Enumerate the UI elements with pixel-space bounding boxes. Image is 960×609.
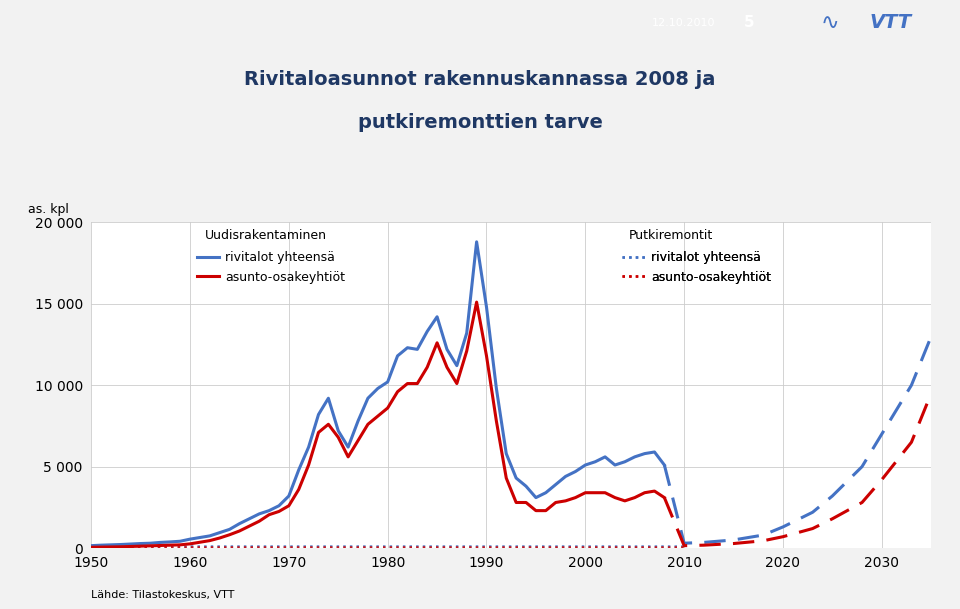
Text: VTT: VTT — [870, 13, 912, 32]
Text: 12.10.2010: 12.10.2010 — [652, 18, 715, 28]
Text: 5: 5 — [743, 15, 755, 30]
Text: ∿: ∿ — [821, 13, 840, 33]
Text: Lähde: Tilastokeskus, VTT: Lähde: Tilastokeskus, VTT — [91, 590, 234, 600]
Text: as. kpl: as. kpl — [28, 203, 69, 216]
Legend: rivitalot yhteensä, asunto-osakeyhtiöt: rivitalot yhteensä, asunto-osakeyhtiöt — [622, 252, 771, 284]
Text: Uudisrakentaminen: Uudisrakentaminen — [204, 229, 326, 242]
Text: putkiremonttien tarve: putkiremonttien tarve — [357, 113, 603, 132]
Text: Rivitaloasunnot rakennuskannassa 2008 ja: Rivitaloasunnot rakennuskannassa 2008 ja — [244, 70, 716, 89]
Text: Putkiremontit: Putkiremontit — [629, 229, 713, 242]
